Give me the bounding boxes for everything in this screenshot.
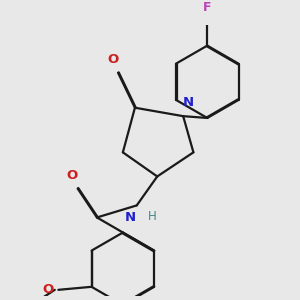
Text: F: F: [203, 1, 212, 14]
Text: O: O: [66, 169, 77, 182]
Text: H: H: [147, 210, 156, 223]
Text: O: O: [42, 283, 53, 296]
Text: N: N: [182, 96, 194, 109]
Text: N: N: [125, 212, 136, 224]
Text: O: O: [108, 52, 119, 65]
